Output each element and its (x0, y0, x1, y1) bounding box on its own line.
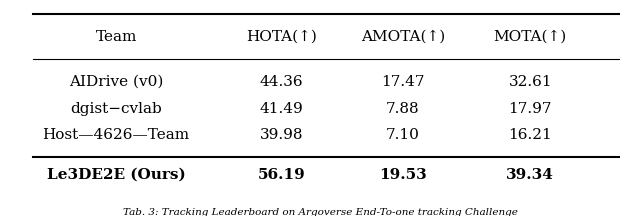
Text: 41.49: 41.49 (260, 102, 303, 116)
Text: 44.36: 44.36 (260, 75, 303, 89)
Text: dgist−cvlab: dgist−cvlab (70, 102, 162, 116)
Text: Le3DE2E (Ours): Le3DE2E (Ours) (47, 168, 186, 182)
Text: 7.10: 7.10 (386, 129, 420, 143)
Text: 7.88: 7.88 (386, 102, 420, 116)
Text: 19.53: 19.53 (379, 168, 427, 182)
Text: Tab. 3: Tracking Leaderboard on Argoverse End-To-one tracking Challenge: Tab. 3: Tracking Leaderboard on Argovers… (123, 208, 517, 216)
Text: Host—4626—Team: Host—4626—Team (42, 129, 189, 143)
Text: 16.21: 16.21 (508, 129, 552, 143)
Text: 56.19: 56.19 (258, 168, 306, 182)
Text: 39.34: 39.34 (506, 168, 554, 182)
Text: MOTA(↑): MOTA(↑) (493, 30, 567, 44)
Text: AIDrive (v0): AIDrive (v0) (69, 75, 163, 89)
Text: Team: Team (95, 30, 137, 44)
Text: AMOTA(↑): AMOTA(↑) (361, 30, 445, 44)
Text: 17.47: 17.47 (381, 75, 424, 89)
Text: 32.61: 32.61 (508, 75, 552, 89)
Text: 17.97: 17.97 (509, 102, 552, 116)
Text: 39.98: 39.98 (260, 129, 303, 143)
Text: HOTA(↑): HOTA(↑) (246, 30, 317, 44)
